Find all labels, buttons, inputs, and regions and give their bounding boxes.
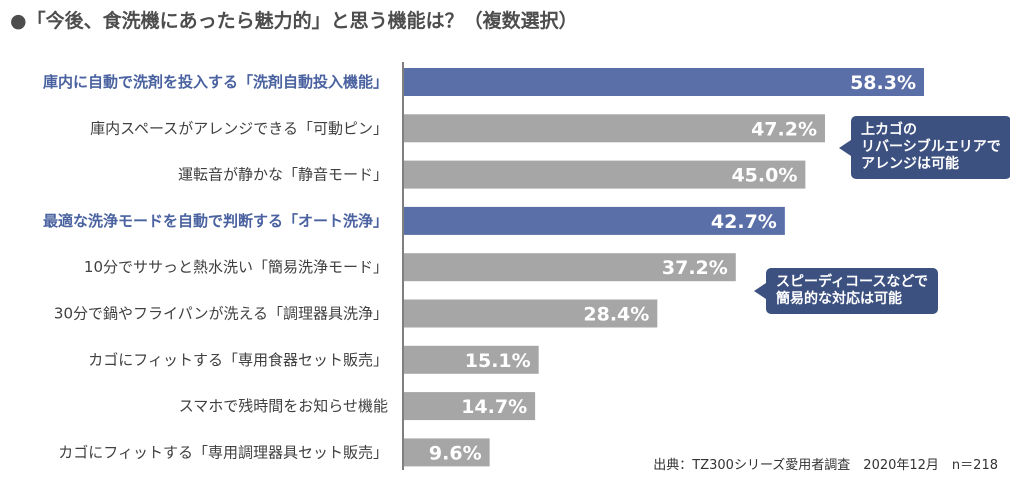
- bar: [404, 345, 539, 374]
- value-label: 28.4%: [583, 304, 649, 326]
- value-label: 37.2%: [662, 257, 728, 279]
- callout-line: 上カゴの: [861, 122, 917, 138]
- category-label: カゴにフィットする「専用調理器具セット販売」: [58, 443, 388, 461]
- bar: [404, 392, 536, 421]
- value-label: 47.2%: [751, 118, 817, 140]
- category-label: 最適な洗浄モードを自動で判断する「オート洗浄」: [43, 212, 388, 230]
- value-label: 58.3%: [850, 72, 916, 94]
- bar: [404, 206, 785, 235]
- category-label: スマホで残時間をお知らせ機能: [179, 397, 388, 415]
- callout-line: アレンジは可能: [861, 156, 959, 172]
- bar: [404, 114, 825, 143]
- bar: [404, 299, 658, 328]
- bar: [404, 68, 924, 96]
- callout-line: リバーシブルエリアで: [861, 139, 1001, 155]
- value-label: 9.6%: [429, 442, 482, 464]
- category-label: カゴにフィットする「専用食器セット販売」: [88, 351, 388, 369]
- value-label: 14.7%: [461, 396, 527, 418]
- source-note: 出典：TZ300シリーズ愛用者調査 2020年12月 n＝218: [653, 458, 998, 473]
- value-label: 45.0%: [731, 165, 797, 187]
- chart-title: ●「今後、食洗機にあったら魅力的」と思う機能は？（複数選択）: [10, 10, 578, 32]
- callout-line: 簡易的な対応は可能: [776, 291, 902, 307]
- callout-movable-pins: 上カゴの リバーシブルエリアで アレンジは可能: [839, 116, 1010, 179]
- category-label: 庫内に自動で洗剤を投入する「洗剤自動投入機能」: [43, 73, 388, 91]
- category-label: 30分で鍋やフライパンが洗える「調理器具洗浄」: [54, 305, 388, 323]
- category-label: 10分でササっと熱水洗い「簡易洗浄モード」: [84, 258, 388, 276]
- callout-quick-wash: スピーディコースなどで 簡易的な対応は可能: [753, 268, 939, 314]
- bar: [404, 160, 806, 189]
- category-label: 運転音が静かな「静音モード」: [178, 166, 388, 184]
- bar: [404, 253, 736, 282]
- bar: [404, 438, 490, 467]
- category-label: 庫内スペースがアレンジできる「可動ピン」: [90, 119, 388, 137]
- callout-line: スピーディコースなどで: [776, 274, 929, 290]
- value-label: 42.7%: [711, 211, 777, 233]
- value-label: 15.1%: [465, 350, 531, 372]
